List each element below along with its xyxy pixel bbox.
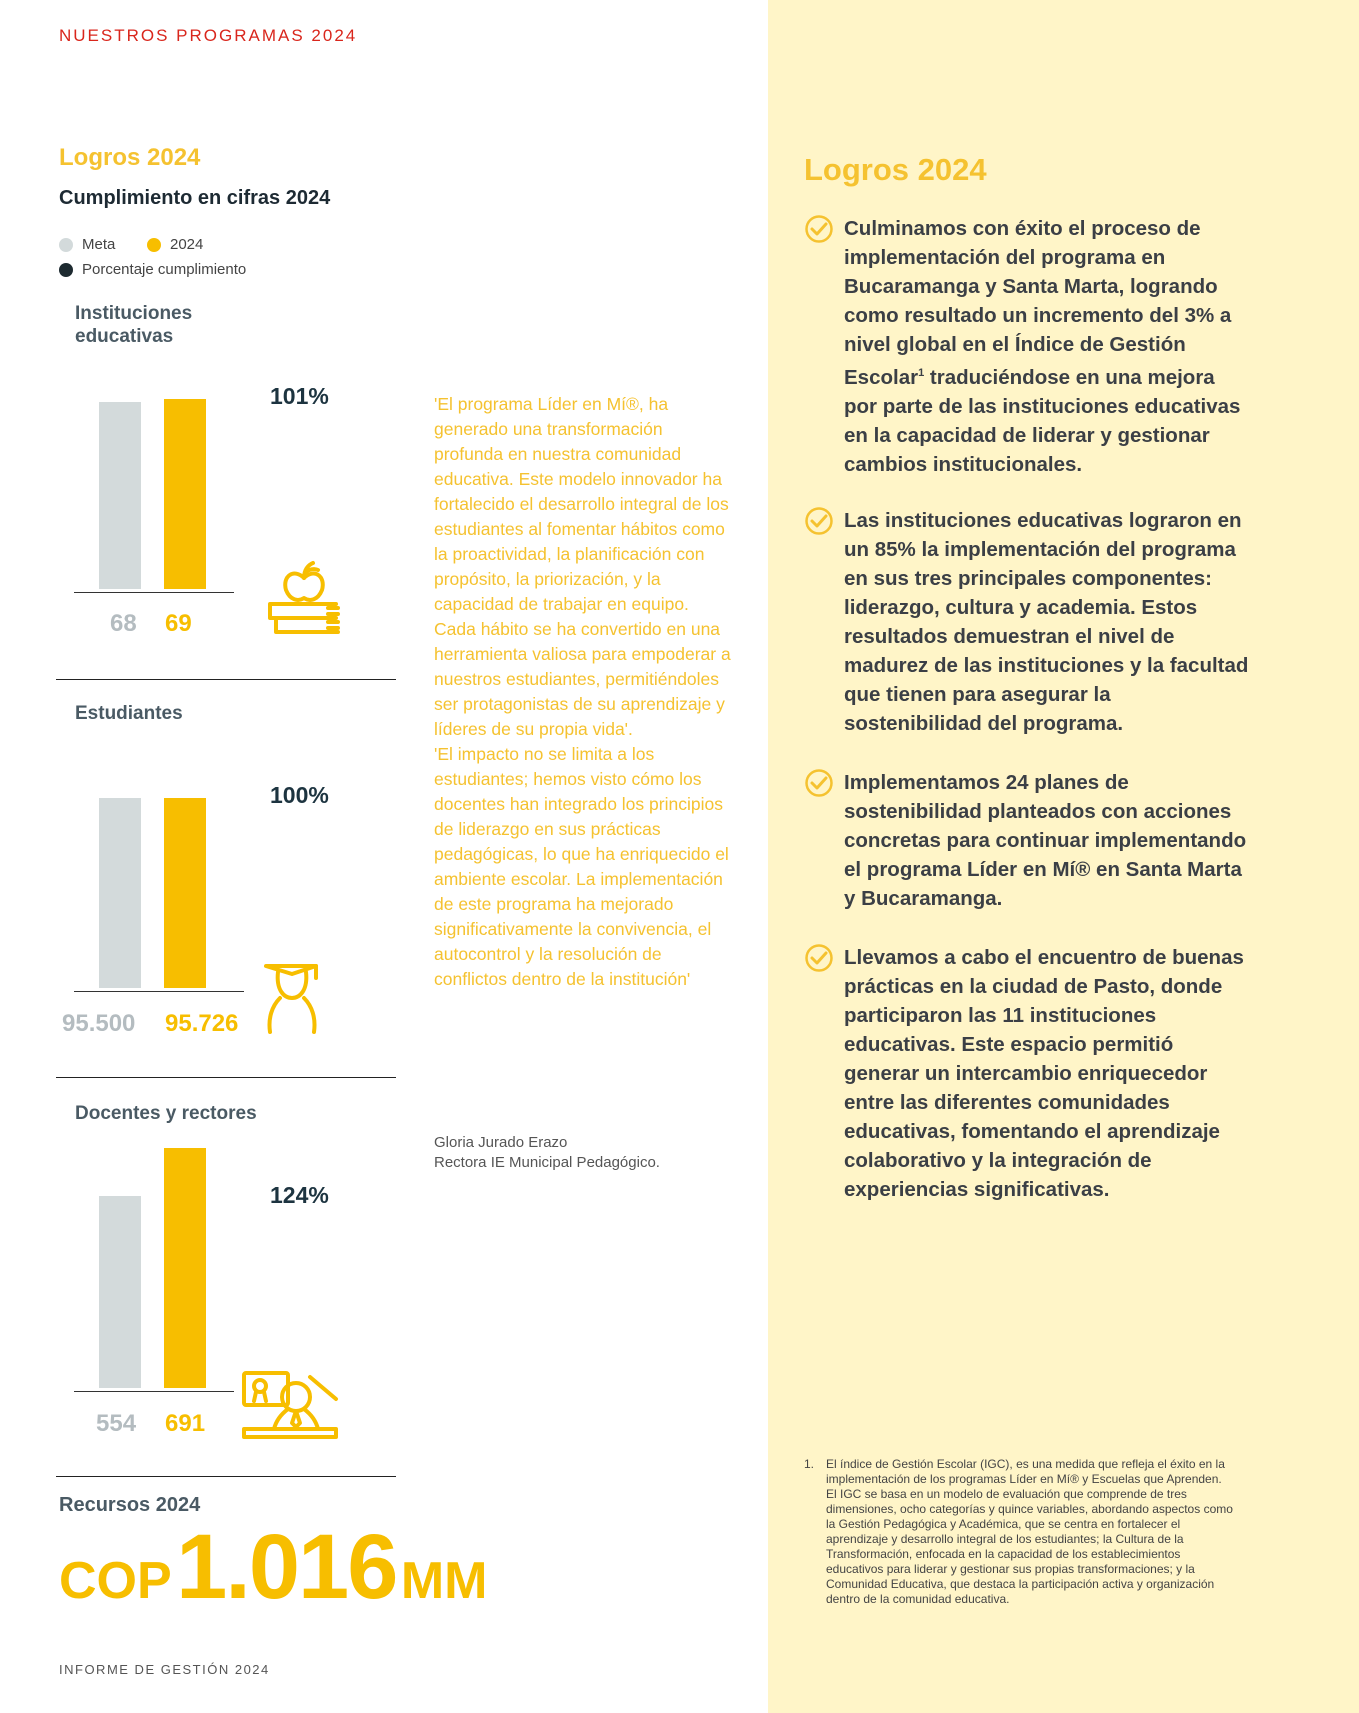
achievements-panel (768, 0, 1359, 1713)
legend-label: Meta (82, 236, 116, 253)
chart-title-docentes: Docentes y rectores (75, 1103, 257, 1124)
bar-meta-estudiantes (99, 798, 141, 988)
graduate-student-icon (264, 964, 318, 1034)
chart-section-subtitle: Cumplimiento en cifras 2024 (59, 187, 331, 209)
section-divider (56, 679, 396, 680)
percentage-label-instituciones: 101% (270, 383, 329, 409)
achievement-text: Implementamos 24 planes de sostenibilida… (844, 771, 1247, 910)
achievement-item: Llevamos a cabo el encuentro de buenas p… (804, 943, 1249, 1204)
bar-meta-docentes (99, 1196, 141, 1388)
quote-author: Gloria Jurado Erazo (434, 1134, 568, 1151)
currency-label: COP (59, 1552, 172, 1610)
logros-title-left: Logros 2024 (59, 144, 201, 171)
check-badge-icon (804, 214, 844, 479)
check-badge-icon (804, 943, 844, 1204)
quote-role: Rectora IE Municipal Pedagógico. (434, 1154, 660, 1171)
chart-baseline (74, 1391, 234, 1392)
legend-dot-2024 (147, 237, 161, 252)
value-label-2024: 95.726 (165, 1010, 239, 1037)
footnote: 1. El índice de Gestión Escolar (IGC), e… (804, 1457, 1234, 1607)
testimonial-quote: 'El programa Líder en Mí®, ha generado u… (434, 394, 731, 989)
achievement-text: Culminamos con éxito el proceso de imple… (844, 217, 1241, 476)
bar-2024-estudiantes (164, 798, 206, 988)
value-label-meta: 95.500 (62, 1010, 136, 1037)
bar-2024-instituciones (164, 399, 206, 589)
achievement-item: Las instituciones educativas lograron en… (804, 506, 1249, 738)
report-footer: INFORME DE GESTIÓN 2024 (59, 1662, 270, 1677)
percentage-label-docentes: 124% (270, 1182, 329, 1208)
achievement-text: Llevamos a cabo el encuentro de buenas p… (844, 946, 1244, 1201)
amount-unit: MM (400, 1552, 488, 1610)
recursos-label: Recursos 2024 (59, 1494, 201, 1516)
check-badge-icon (804, 768, 844, 913)
legend-item-percentage: Porcentaje cumplimiento (59, 261, 246, 278)
value-label-meta: 68 (110, 610, 137, 637)
check-badge-icon (804, 506, 844, 738)
value-label-2024: 691 (165, 1410, 206, 1437)
legend-label: Porcentaje cumplimiento (82, 261, 247, 278)
logros-title-right: Logros 2024 (804, 152, 987, 187)
legend-item-2024: 2024 (147, 236, 203, 253)
section-header: NUESTROS PROGRAMAS 2024 (59, 26, 358, 45)
chart-title-estudiantes: Estudiantes (75, 703, 183, 724)
teacher-certificate-icon (242, 1371, 338, 1439)
legend-item-meta: Meta (59, 236, 115, 253)
chart-baseline (74, 592, 234, 593)
value-label-meta: 554 (96, 1410, 137, 1437)
achievement-item: Culminamos con éxito el proceso de imple… (804, 214, 1249, 479)
quote-attribution: Gloria Jurado Erazo Rectora IE Municipal… (434, 1133, 660, 1173)
achievement-item: Implementamos 24 planes de sostenibilida… (804, 768, 1249, 913)
legend-label: 2024 (170, 236, 204, 253)
legend-dot-meta (59, 237, 73, 252)
footnote-number: 1. (804, 1457, 815, 1471)
section-divider (56, 1476, 396, 1477)
percentage-label-estudiantes: 100% (270, 782, 329, 808)
footnote-text: El índice de Gestión Escolar (IGC), es u… (826, 1457, 1233, 1606)
value-label-2024: 69 (165, 610, 192, 637)
achievement-text: Las instituciones educativas lograron en… (844, 509, 1249, 735)
bar-2024-docentes (164, 1148, 206, 1388)
chart-title-instituciones: Instituciones educativas (75, 303, 193, 347)
recursos-amount: COP 1.016 MM (59, 1515, 487, 1620)
legend-dot-percentage (59, 262, 73, 277)
section-divider (56, 1077, 396, 1078)
amount-value: 1.016 (176, 1516, 398, 1618)
bar-meta-instituciones (99, 402, 141, 589)
apple-books-icon (268, 561, 340, 634)
chart-baseline (74, 991, 244, 992)
